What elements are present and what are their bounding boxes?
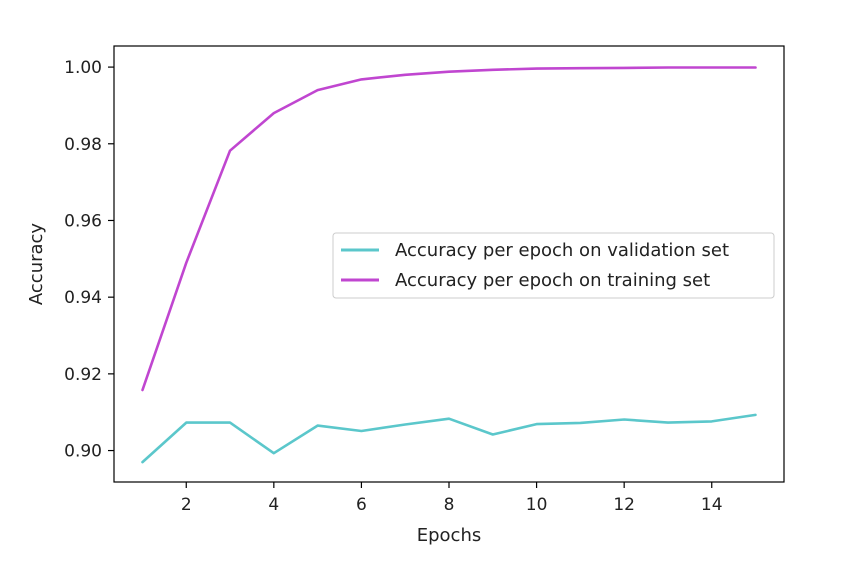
legend-box [332, 232, 775, 299]
x-tick-label: 2 [181, 495, 192, 515]
x-tick-label: 8 [444, 495, 455, 515]
y-tick-label: 1.00 [64, 58, 102, 78]
legend-label-validation: Accuracy per epoch on validation set [395, 240, 729, 261]
y-tick-label: 0.98 [64, 135, 102, 155]
y-axis: 0.90 0.92 0.94 0.96 0.98 1.00 [64, 58, 114, 462]
x-tick-label: 14 [701, 495, 723, 515]
series-line-1 [141, 66, 757, 392]
y-tick-label: 0.92 [64, 365, 102, 385]
y-tick-label: 0.90 [64, 442, 102, 462]
x-tick-label: 4 [268, 495, 279, 515]
x-axis-label: Epochs [417, 525, 482, 546]
y-axis-label: Accuracy [26, 223, 47, 306]
x-tick-label: 10 [526, 495, 548, 515]
x-tick-label: 6 [356, 495, 367, 515]
series-lines [141, 66, 757, 464]
y-tick-label: 0.94 [64, 288, 102, 308]
x-axis: 2 4 6 8 10 12 14 [181, 482, 723, 515]
series-line-0 [141, 413, 757, 464]
legend-label-training: Accuracy per epoch on training set [395, 270, 710, 291]
x-tick-label: 12 [613, 495, 635, 515]
y-tick-label: 0.96 [64, 211, 102, 231]
legend: Accuracy per epoch on validation set Acc… [332, 232, 775, 299]
